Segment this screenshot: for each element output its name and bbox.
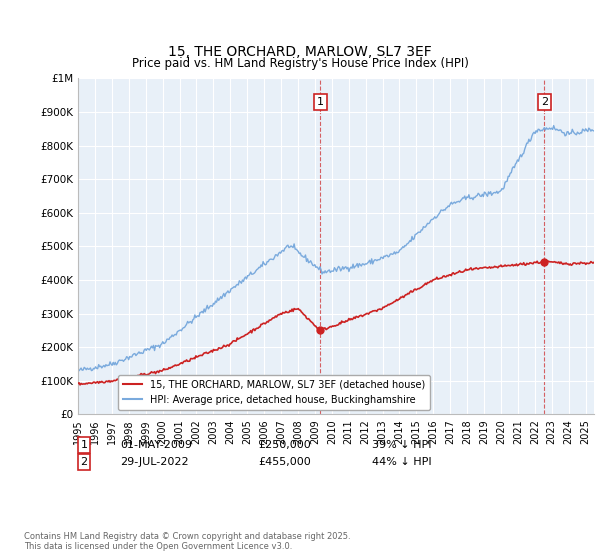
Text: 2: 2 [541, 97, 548, 107]
Text: 1: 1 [80, 440, 88, 450]
Text: 01-MAY-2009: 01-MAY-2009 [120, 440, 192, 450]
Text: 39% ↓ HPI: 39% ↓ HPI [372, 440, 431, 450]
Text: £250,000: £250,000 [258, 440, 311, 450]
Text: Price paid vs. HM Land Registry's House Price Index (HPI): Price paid vs. HM Land Registry's House … [131, 57, 469, 70]
Legend: 15, THE ORCHARD, MARLOW, SL7 3EF (detached house), HPI: Average price, detached : 15, THE ORCHARD, MARLOW, SL7 3EF (detach… [118, 375, 430, 409]
Text: Contains HM Land Registry data © Crown copyright and database right 2025.
This d: Contains HM Land Registry data © Crown c… [24, 532, 350, 552]
Text: £455,000: £455,000 [258, 457, 311, 467]
Text: 29-JUL-2022: 29-JUL-2022 [120, 457, 188, 467]
Text: 15, THE ORCHARD, MARLOW, SL7 3EF: 15, THE ORCHARD, MARLOW, SL7 3EF [168, 45, 432, 59]
Text: 44% ↓ HPI: 44% ↓ HPI [372, 457, 431, 467]
Text: 2: 2 [80, 457, 88, 467]
Text: 1: 1 [317, 97, 324, 107]
